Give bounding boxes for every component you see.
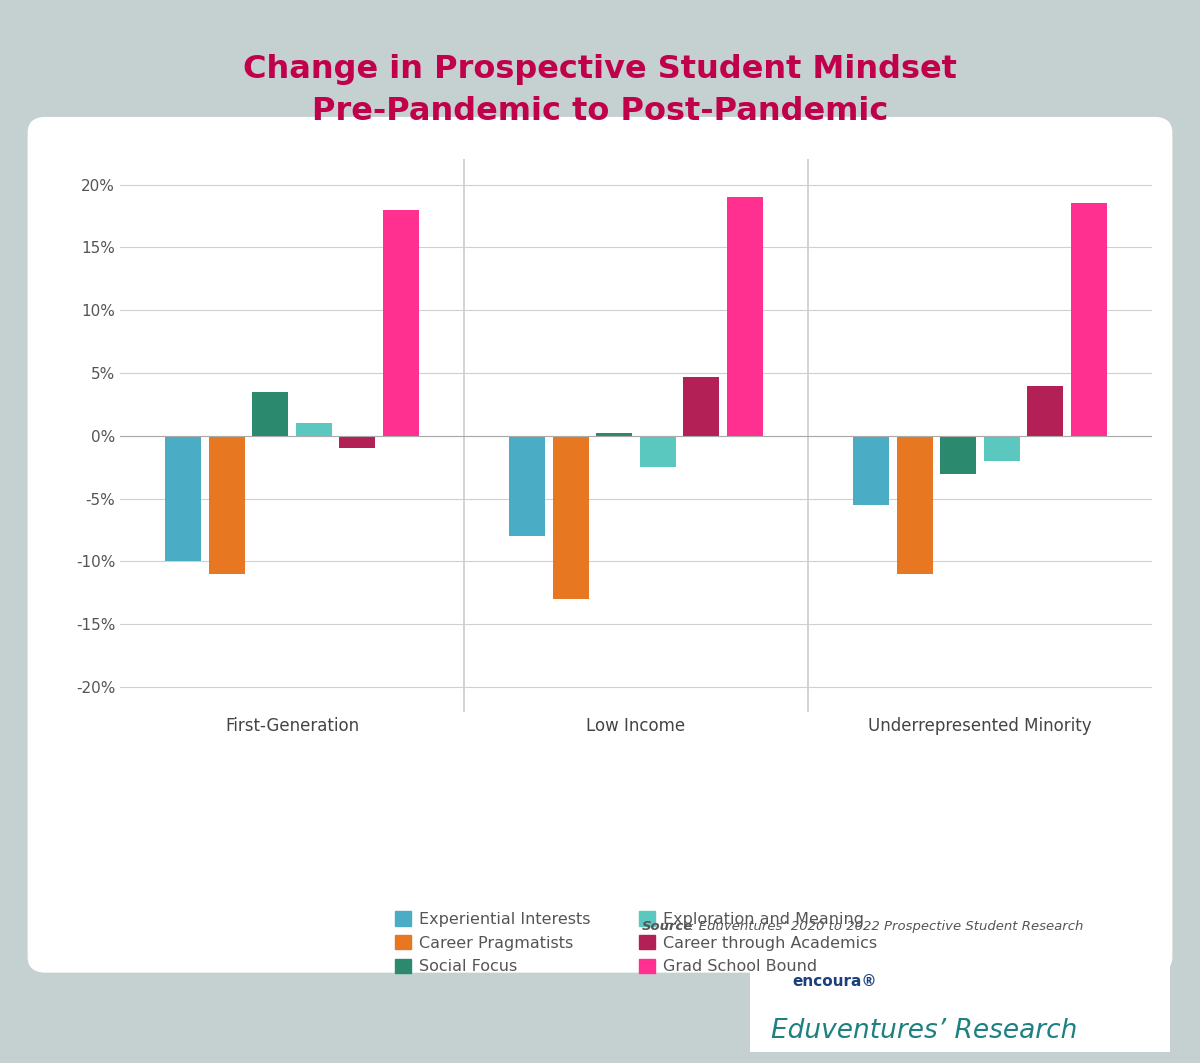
Bar	[340, 436, 376, 449]
Text: Eduventures’ Research: Eduventures’ Research	[772, 1018, 1078, 1044]
Text: Change in Prospective Student Mindset: Change in Prospective Student Mindset	[244, 53, 956, 85]
Bar	[209, 436, 245, 574]
Text: Source: Source	[642, 921, 694, 933]
Bar	[553, 436, 589, 600]
Bar	[640, 436, 676, 468]
Bar	[727, 197, 763, 436]
Bar	[1070, 203, 1106, 436]
Text: Pre-Pandemic to Post-Pandemic: Pre-Pandemic to Post-Pandemic	[312, 96, 888, 128]
Bar	[1027, 386, 1063, 436]
Bar	[295, 423, 331, 436]
Text: : Eduventures’ 2020 to 2022 Prospective Student Research: : Eduventures’ 2020 to 2022 Prospective …	[690, 921, 1084, 933]
Bar	[941, 436, 977, 473]
Bar	[509, 436, 545, 537]
Text: encoura®: encoura®	[792, 975, 877, 990]
Legend: Experiential Interests, Career Pragmatists, Social Focus, Exploration and Meanin: Experiential Interests, Career Pragmatis…	[389, 905, 883, 980]
Bar	[252, 392, 288, 436]
Bar	[683, 376, 719, 436]
Bar	[896, 436, 932, 574]
Bar	[853, 436, 889, 505]
Bar	[984, 436, 1020, 461]
Bar	[383, 209, 419, 436]
Bar	[596, 434, 632, 436]
Bar	[166, 436, 202, 561]
